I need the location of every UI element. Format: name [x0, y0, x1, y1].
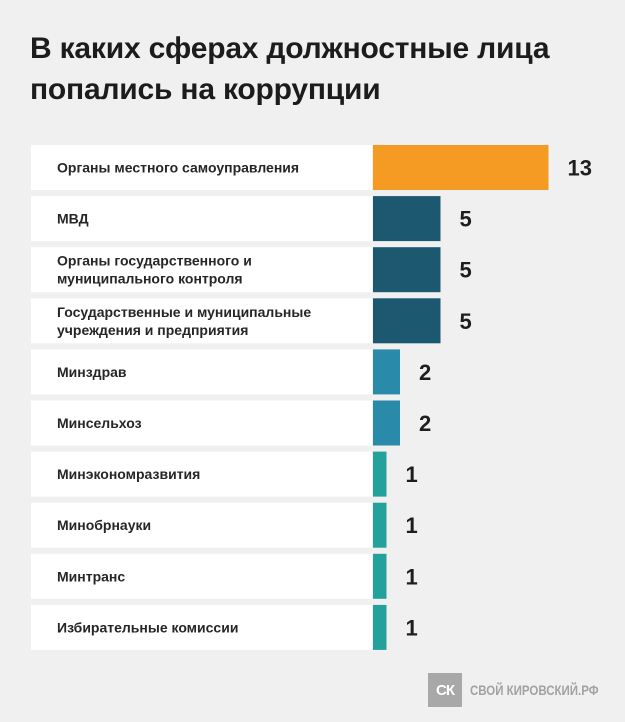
bar-value-label: 1 — [406, 615, 418, 640]
category-row-background — [31, 298, 372, 344]
bar-value-label: 5 — [460, 207, 472, 232]
category-row-background — [31, 145, 372, 190]
category-label: Органы местного самоуправления — [57, 160, 299, 176]
chart-title-line-2: попались на коррупции — [30, 73, 381, 106]
category-row-background — [31, 349, 372, 395]
bar — [373, 502, 387, 548]
bar-value-label: 2 — [419, 411, 431, 436]
chart-title-line-1: В каких сферах должностные лица — [30, 32, 550, 65]
bar-value-label: 13 — [568, 156, 592, 181]
brand-logo-icon: СК — [428, 673, 462, 707]
bar-value-label: 2 — [419, 360, 431, 385]
category-row-background — [31, 604, 372, 650]
bar — [373, 553, 387, 599]
category-row-background — [31, 553, 372, 599]
footer-brand: СК СВОЙ КИРОВСКИЙ.РФ — [428, 672, 625, 708]
bar — [373, 451, 387, 497]
category-label: Минздрав — [57, 364, 127, 380]
bar-value-label: 1 — [406, 513, 418, 538]
category-label: муниципального контроля — [57, 271, 243, 287]
bar — [373, 145, 549, 190]
category-label: Государственные и муниципальные — [57, 304, 311, 320]
category-label: учреждения и предприятия — [57, 322, 248, 338]
category-row-background — [31, 247, 372, 293]
category-label: Избирательные комиссии — [57, 619, 238, 635]
bar-value-label: 5 — [460, 258, 472, 283]
bar — [373, 349, 400, 395]
category-label: МВД — [57, 211, 89, 227]
category-row-background — [31, 451, 372, 497]
bar-value-label: 5 — [460, 309, 472, 334]
category-row-background — [31, 196, 372, 242]
category-label: Минобрнауки — [57, 517, 151, 533]
category-label: Минтранс — [57, 568, 125, 584]
category-label: Органы государственного и — [57, 253, 252, 269]
category-row-background — [31, 400, 372, 446]
bar — [373, 400, 400, 446]
category-label: Минэкономразвития — [57, 466, 200, 482]
bar — [373, 298, 441, 344]
category-row-background — [31, 502, 372, 548]
bar-value-label: 1 — [406, 462, 418, 487]
bar — [373, 604, 387, 650]
category-label: Минсельхоз — [57, 415, 142, 431]
brand-site-name: СВОЙ КИРОВСКИЙ.РФ — [470, 682, 599, 698]
chart-title: В каких сферах должностные лица попались… — [30, 28, 600, 110]
bar — [373, 247, 441, 293]
bar-value-label: 1 — [406, 564, 418, 589]
bar — [373, 196, 441, 242]
